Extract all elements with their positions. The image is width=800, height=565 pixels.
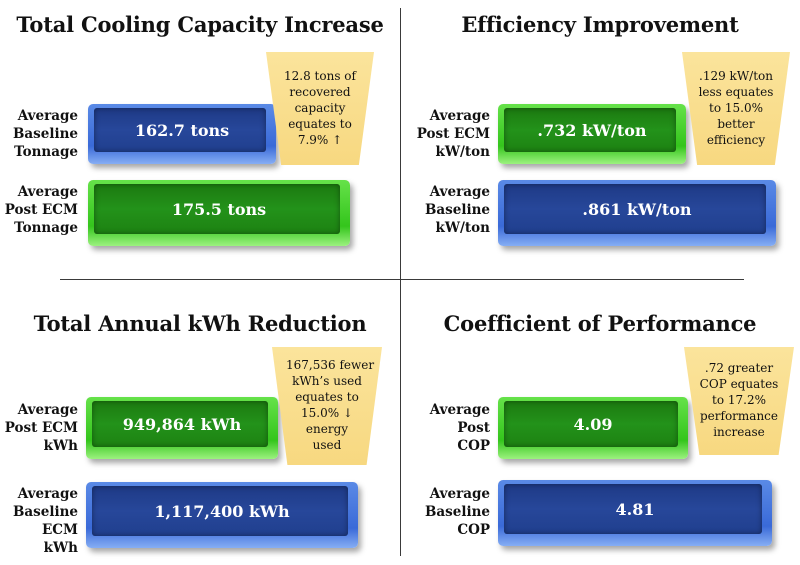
label-line: Post ECM — [4, 202, 78, 218]
callout-line: equates to — [288, 116, 352, 131]
callout-line: 167,536 fewer — [286, 358, 375, 372]
bar-baseline-kwh: 1,117,400 kWh — [86, 482, 358, 548]
callout-line: COP equates — [699, 377, 779, 391]
bar-label: Average Baseline Tonnage — [4, 107, 78, 161]
bar-value-label: 4.09 — [573, 414, 613, 434]
label-line: kW/ton — [435, 144, 490, 160]
callout-line: to 17.2% — [712, 393, 766, 407]
callout-line: energy — [305, 422, 349, 436]
callout-box: 12.8 tons of recovered capacity equates … — [266, 52, 374, 165]
callout-line: capacity — [294, 100, 346, 115]
horizontal-divider — [60, 279, 744, 280]
callout-line: increase — [713, 425, 765, 439]
callout-line: kWh’s used — [292, 374, 362, 388]
bar-label: Average Baseline ECM kWh — [4, 485, 78, 557]
callout-line: 15.0% ↓ — [301, 406, 353, 420]
callout-line: 12.8 tons of — [284, 68, 356, 83]
bar-label: Average Post ECM kWh — [4, 401, 78, 455]
bar-label: Average Baseline COP — [404, 485, 490, 539]
callout-line: equates to — [295, 390, 359, 404]
label-line: Post ECM — [416, 126, 490, 142]
callout-box: .72 greater COP equates to 17.2% perform… — [684, 347, 794, 455]
label-line: kW/ton — [435, 220, 490, 236]
callout-line: better — [717, 116, 755, 131]
bar-value-label: 1,117,400 kWh — [154, 501, 290, 521]
bar-post-ecm-kwton: .732 kW/ton — [498, 104, 686, 164]
bar-label: Average Post ECM kW/ton — [404, 107, 490, 161]
callout-line: .72 greater — [704, 361, 774, 375]
callout-line: used — [312, 438, 342, 452]
panel-title: Total Cooling Capacity Increase — [16, 12, 384, 37]
callout-line: efficiency — [706, 132, 766, 147]
bar-post-ecm-tonnage: 175.5 tons — [88, 180, 350, 246]
bar-baseline-tonnage: 162.7 tons — [88, 104, 276, 164]
callout-line: .129 kW/ton — [699, 68, 773, 83]
panel-efficiency: Efficiency Improvement Average Post ECM … — [400, 0, 800, 282]
bar-value-label: 175.5 tons — [171, 199, 267, 219]
bar-label: Average Post ECM Tonnage — [4, 183, 78, 237]
bar-value-label: 949,864 kWh — [122, 414, 242, 434]
panel-title: Efficiency Improvement — [461, 12, 739, 37]
label-line: Average — [17, 402, 78, 418]
bar-post-cop: 4.09 — [498, 397, 688, 459]
bar-baseline-kwton: .861 kW/ton — [498, 180, 776, 246]
callout-line: recovered — [289, 84, 351, 99]
label-line: Average — [17, 486, 78, 502]
bar-baseline-cop: 4.81 — [498, 480, 772, 546]
label-line: Post — [457, 420, 490, 436]
label-line: Baseline — [12, 126, 78, 142]
bar-label: Average Baseline kW/ton — [404, 183, 490, 237]
label-line: Average — [17, 108, 78, 124]
bar-value-label: .732 kW/ton — [537, 120, 647, 140]
label-line: kWh — [43, 438, 78, 454]
label-line: COP — [457, 438, 490, 454]
callout-box: .129 kW/ton less equates to 15.0% better… — [682, 52, 790, 165]
label-line: Average — [429, 402, 490, 418]
label-line: Average — [429, 108, 490, 124]
bar-value-label: 162.7 tons — [134, 120, 230, 140]
panel-title: Coefficient of Performance — [443, 311, 757, 336]
label-line: Tonnage — [14, 144, 78, 160]
label-line: Average — [17, 184, 78, 200]
label-line: Baseline — [424, 504, 490, 520]
panel-title: Total Annual kWh Reduction — [33, 311, 367, 336]
callout-line: 7.9% ↑ — [297, 132, 343, 147]
bar-label: Average Post COP — [404, 401, 490, 455]
label-line: Baseline — [424, 202, 490, 218]
callout-line: less equates — [698, 84, 774, 99]
bar-value-label: .861 kW/ton — [582, 199, 692, 219]
panel-kwh-reduction: Total Annual kWh Reduction Average Post … — [0, 283, 400, 565]
callout-box: 167,536 fewer kWh’s used equates to 15.0… — [272, 347, 382, 465]
callout-line: to 15.0% — [709, 100, 763, 115]
panel-cop: Coefficient of Performance Average Post … — [400, 283, 800, 565]
label-line: Baseline — [12, 504, 78, 520]
label-line: Average — [429, 184, 490, 200]
panel-cooling-capacity: Total Cooling Capacity Increase Average … — [0, 0, 400, 282]
label-line: Average — [429, 486, 490, 502]
label-line: COP — [457, 522, 490, 538]
bar-post-ecm-kwh: 949,864 kWh — [86, 397, 278, 459]
callout-line: performance — [699, 409, 778, 423]
bar-value-label: 4.81 — [615, 499, 655, 519]
vertical-divider — [400, 8, 401, 556]
label-line: Post ECM — [4, 420, 78, 436]
label-line: ECM kWh — [42, 522, 78, 556]
label-line: Tonnage — [14, 220, 78, 236]
